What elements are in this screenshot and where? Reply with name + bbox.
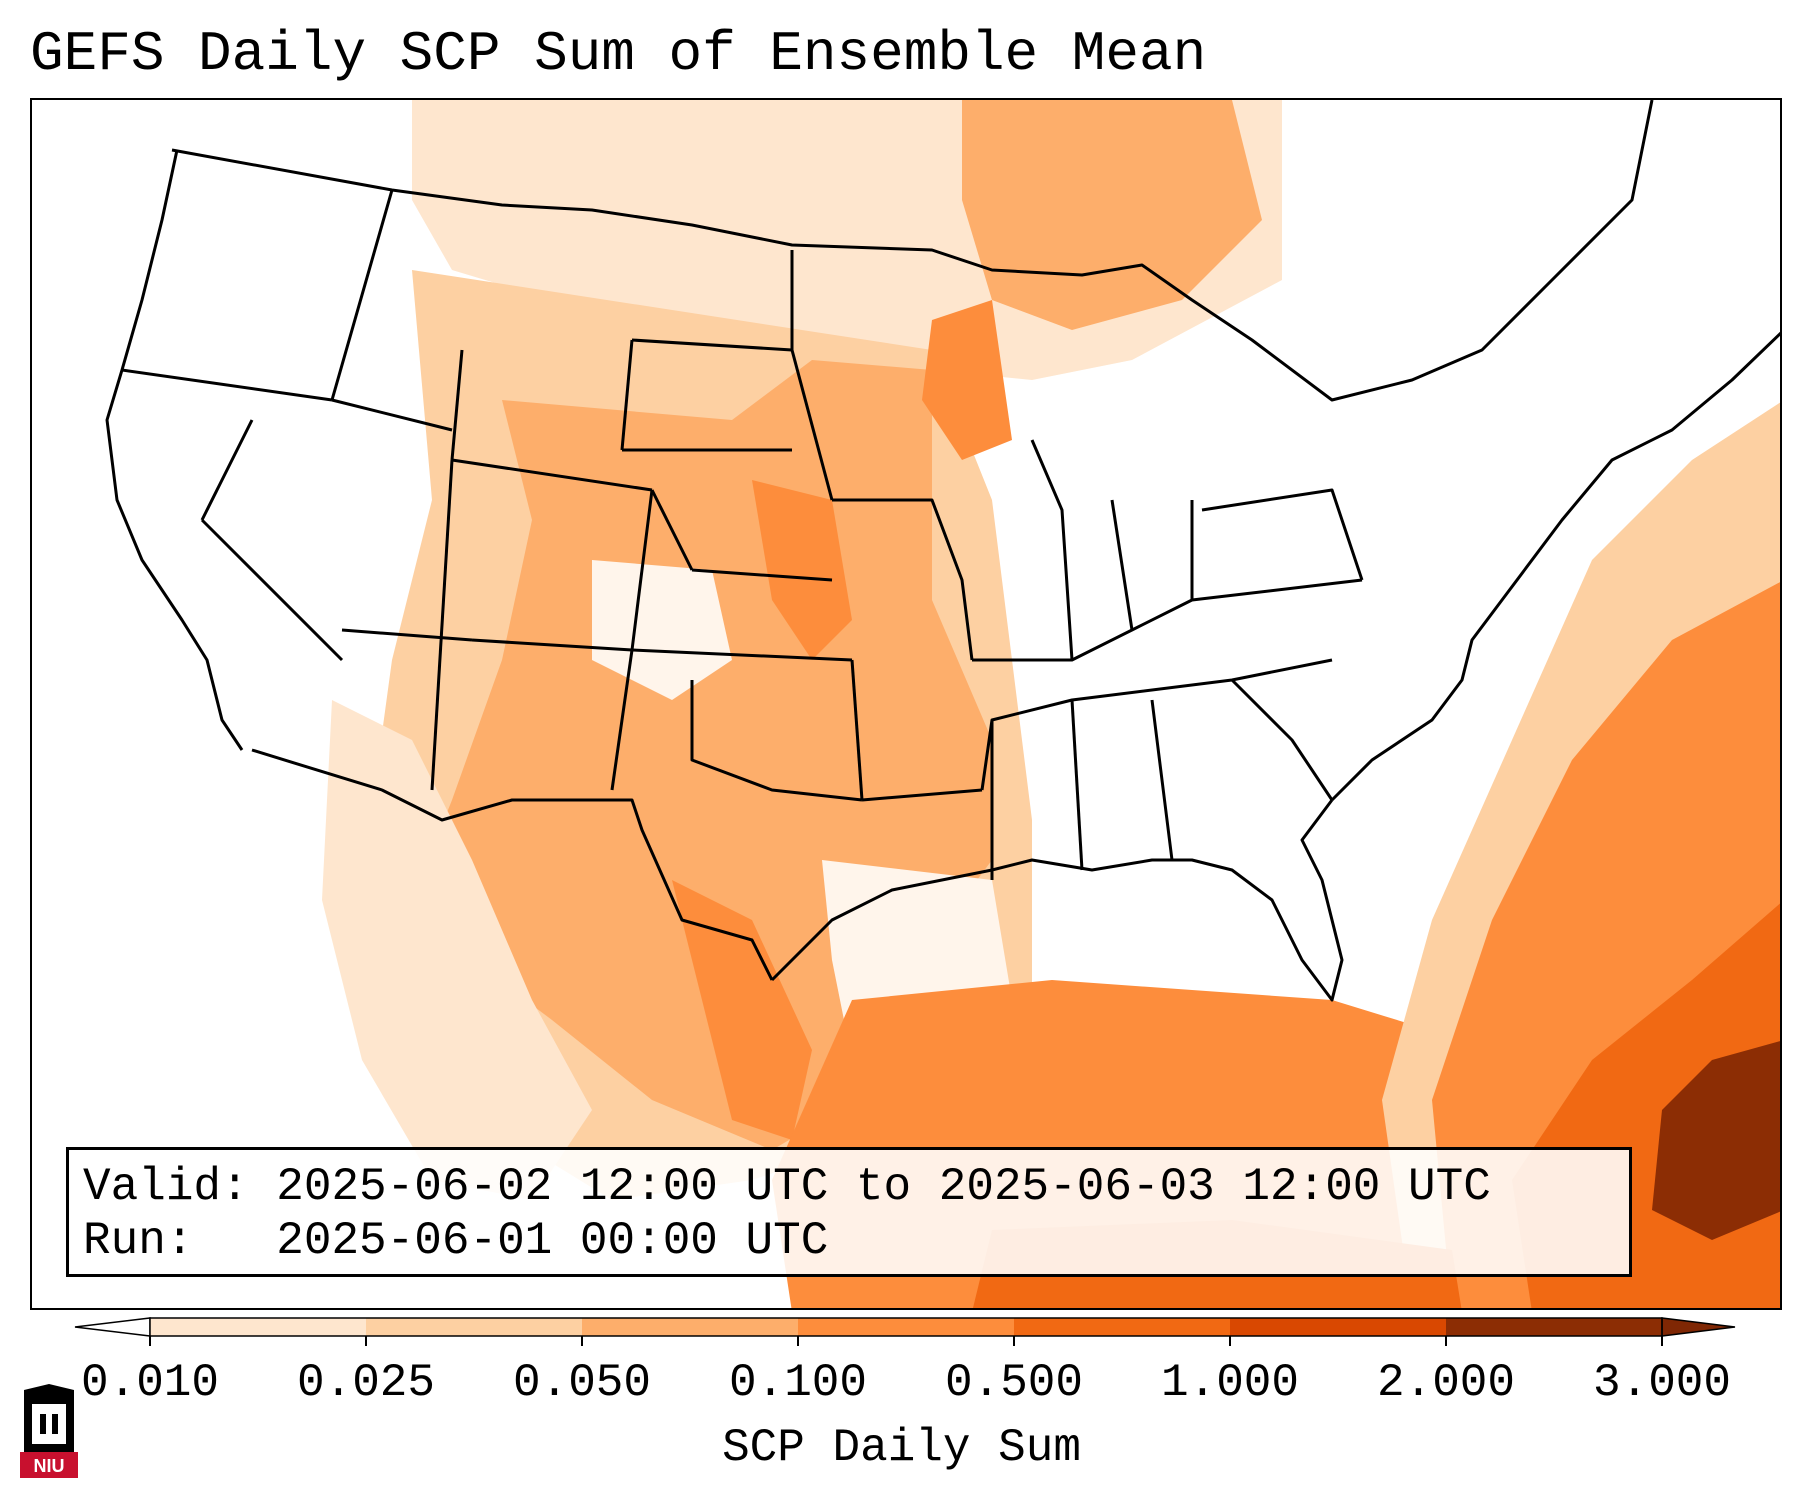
- state-line-9: [451, 458, 653, 492]
- state-line-31: [1070, 699, 1084, 871]
- colorbar-tick-label: 0.010: [80, 1357, 220, 1409]
- state-line-12: [630, 489, 654, 651]
- state-line-33: [1230, 678, 1334, 801]
- state-line-34: [1201, 488, 1364, 581]
- scp-area-light-patch-2: [592, 560, 732, 700]
- state-line-32: [1150, 699, 1174, 861]
- colorbar-frame: [149, 1317, 1663, 1337]
- colorbar-segment: [1014, 1318, 1231, 1336]
- scp-area-plains-core: [752, 480, 852, 660]
- canada-border: [171, 100, 1654, 402]
- colorbar-segment: [582, 1318, 799, 1336]
- colorbar-label: SCP Daily Sum: [722, 1422, 1081, 1474]
- state-line-21: [850, 659, 864, 801]
- colorbar-over-arrow: [1661, 1317, 1736, 1337]
- state-line-17: [790, 349, 834, 501]
- state-line-22: [690, 680, 863, 802]
- state-line-26: [980, 658, 1333, 791]
- map-title: GEFS Daily SCP Sum of Ensemble Mean: [30, 22, 1207, 86]
- state-line-20: [631, 648, 853, 662]
- state-line-28: [1110, 499, 1134, 631]
- state-line-6: [341, 628, 473, 642]
- state-line-8: [450, 349, 464, 461]
- colorbar-tick-label: 2.000: [1376, 1357, 1516, 1409]
- niu-logo-text: NIU: [34, 1456, 65, 1476]
- mexico-border: [251, 748, 774, 981]
- state-line-25: [972, 578, 1363, 662]
- scp-map: [105, 100, 1780, 1308]
- east-coast: [1330, 331, 1780, 802]
- state-boundaries: [105, 100, 1780, 1002]
- colorbar-tick-label: 0.025: [296, 1357, 436, 1409]
- scp-area-texas-core: [672, 880, 812, 1140]
- colorbar-segment: [798, 1318, 1015, 1336]
- colorbar-tick-label: 0.100: [728, 1357, 868, 1409]
- niu-logo: NIU: [20, 1384, 78, 1478]
- scp-area-caribbean-core: [1652, 1041, 1780, 1240]
- scp-area-southwest: [322, 700, 592, 1200]
- state-line-7: [471, 638, 633, 652]
- state-line-13: [620, 339, 634, 451]
- state-line-5: [200, 518, 344, 662]
- state-line-14: [631, 338, 793, 352]
- colorbar-segment: [1446, 1318, 1663, 1336]
- colorbar: [74, 1317, 1736, 1346]
- map-panel: [30, 98, 1782, 1310]
- state-line-2: [331, 398, 453, 432]
- colorbar-under-arrow: [74, 1317, 151, 1337]
- colorbar-segment: [366, 1318, 583, 1336]
- colorbar-tick-label: 3.000: [1592, 1357, 1732, 1409]
- scp-area-dakota-core: [922, 300, 1012, 460]
- state-line-18: [650, 489, 694, 571]
- run-time-line: Run: 2025-06-01 00:00 UTC: [83, 1215, 829, 1267]
- valid-run-info-box: Valid: 2025-06-02 12:00 UTC to 2025-06-0…: [66, 1147, 1632, 1277]
- state-line-3: [330, 189, 394, 401]
- state-line-23: [832, 498, 974, 661]
- state-line-4: [200, 419, 254, 521]
- gulf-coast: [770, 799, 1344, 1002]
- state-line-11: [610, 649, 634, 791]
- colorbar-segment: [150, 1318, 367, 1336]
- colorbar-tick-label: 0.500: [944, 1357, 1084, 1409]
- west-coast: [105, 149, 244, 751]
- colorbar-tick-label: 1.000: [1160, 1357, 1300, 1409]
- valid-time-line: Valid: 2025-06-02 12:00 UTC to 2025-06-0…: [83, 1161, 1491, 1213]
- state-line-27: [1030, 439, 1074, 661]
- colorbar-segment: [1230, 1318, 1447, 1336]
- colorbar-tick-label: 0.050: [512, 1357, 652, 1409]
- scp-shading: [322, 100, 1780, 1308]
- state-line-19: [691, 568, 833, 582]
- state-line-24: [861, 788, 983, 802]
- state-line-10: [430, 459, 454, 791]
- state-line-1: [121, 368, 333, 402]
